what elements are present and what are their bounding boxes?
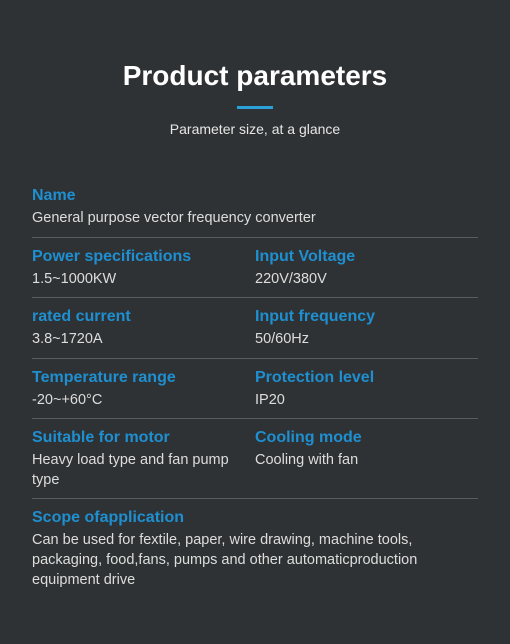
param-label: Name (32, 187, 478, 205)
page: Product parameters Parameter size, at a … (0, 0, 510, 644)
param-value: General purpose vector frequency convert… (32, 209, 478, 229)
param-value: 3.8~1720A (32, 330, 255, 350)
param-col: Protection level IP20 (255, 369, 478, 411)
parameter-list: Name General purpose vector frequency co… (32, 177, 478, 598)
param-label: Input Voltage (255, 248, 478, 266)
param-value: Heavy load type and fan pump type (32, 451, 255, 490)
param-label: Scope ofapplication (32, 509, 478, 527)
param-label: Power specifications (32, 248, 255, 266)
param-value: 50/60Hz (255, 330, 478, 350)
param-col: Input Voltage 220V/380V (255, 248, 478, 290)
param-col: Power specifications 1.5~1000KW (32, 248, 255, 290)
param-label: Input frequency (255, 308, 478, 326)
param-label: Suitable for motor (32, 429, 255, 447)
param-value: Can be used for fextile, paper, wire dra… (32, 531, 478, 590)
param-value: -20~+60°C (32, 391, 255, 411)
param-row: Power specifications 1.5~1000KW Input Vo… (32, 238, 478, 299)
param-label: Temperature range (32, 369, 255, 387)
param-col: Input frequency 50/60Hz (255, 308, 478, 350)
param-row: Suitable for motor Heavy load type and f… (32, 419, 478, 499)
param-col: rated current 3.8~1720A (32, 308, 255, 350)
param-value: 220V/380V (255, 270, 478, 290)
param-col: Name General purpose vector frequency co… (32, 187, 478, 229)
title-underline (237, 106, 273, 109)
param-label: rated current (32, 308, 255, 326)
param-col: Temperature range -20~+60°C (32, 369, 255, 411)
param-col: Suitable for motor Heavy load type and f… (32, 429, 255, 490)
param-row: rated current 3.8~1720A Input frequency … (32, 298, 478, 359)
param-row: Name General purpose vector frequency co… (32, 177, 478, 238)
param-col: Cooling mode Cooling with fan (255, 429, 478, 490)
param-col: Scope ofapplication Can be used for fext… (32, 509, 478, 590)
param-value: 1.5~1000KW (32, 270, 255, 290)
param-label: Cooling mode (255, 429, 478, 447)
param-row: Temperature range -20~+60°C Protection l… (32, 359, 478, 420)
param-row: Scope ofapplication Can be used for fext… (32, 499, 478, 598)
page-title: Product parameters (32, 60, 478, 92)
page-subtitle: Parameter size, at a glance (32, 121, 478, 137)
header: Product parameters Parameter size, at a … (32, 0, 478, 137)
param-value: Cooling with fan (255, 451, 478, 471)
param-value: IP20 (255, 391, 478, 411)
param-label: Protection level (255, 369, 478, 387)
